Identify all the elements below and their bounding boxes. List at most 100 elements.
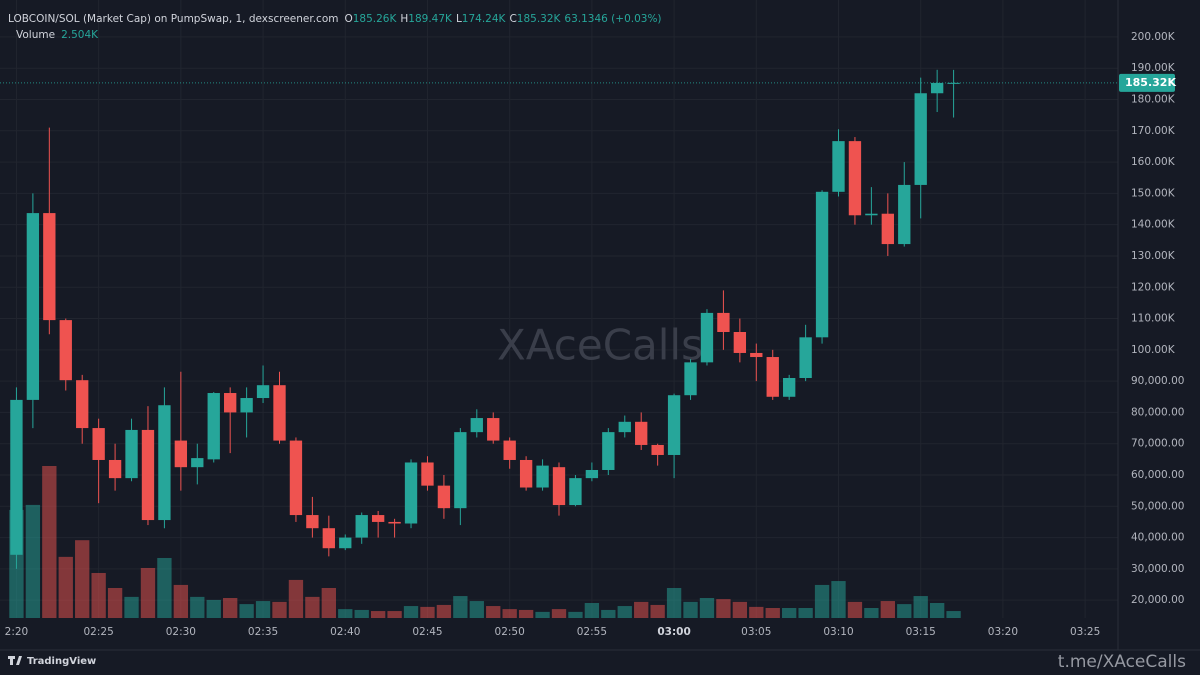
candle-body xyxy=(503,440,516,460)
footer-link: t.me/XAceCalls xyxy=(1058,652,1186,672)
volume-bar xyxy=(387,611,402,618)
legend-ohlc-value: 189.47K xyxy=(408,13,453,25)
legend-symbol: LOBCOIN/SOL (Market Cap) on PumpSwap, 1,… xyxy=(8,13,338,25)
volume-bar xyxy=(354,609,369,618)
legend-volume-value: 2.504K xyxy=(61,29,99,41)
volume-bar xyxy=(798,607,813,618)
candle-body xyxy=(404,462,418,524)
y-tick-label: 130.00K xyxy=(1131,250,1176,262)
volume-bar xyxy=(732,601,748,618)
volume-bar xyxy=(683,601,698,618)
candle-body xyxy=(848,141,862,216)
volume-bar xyxy=(601,609,616,618)
x-tick-label: 03:15 xyxy=(906,626,936,638)
y-tick-label: 120.00K xyxy=(1131,281,1176,293)
x-tick-label: 03:25 xyxy=(1070,626,1100,638)
last-price-label: 185.32K xyxy=(1125,76,1176,89)
candle-body xyxy=(273,385,286,441)
candle-body xyxy=(421,462,434,486)
y-tick-label: 160.00K xyxy=(1131,156,1176,168)
volume-bar xyxy=(91,572,106,618)
candle-body xyxy=(437,485,451,509)
volume-bar xyxy=(288,579,304,618)
candle-body xyxy=(256,385,270,399)
y-tick-label: 180.00K xyxy=(1131,94,1176,106)
volume-bar xyxy=(782,607,797,618)
x-tick-label: 02:50 xyxy=(495,626,525,638)
volume-bar xyxy=(58,556,73,618)
volume-bar xyxy=(847,601,863,618)
volume-bar xyxy=(535,611,550,618)
volume-bar xyxy=(272,601,287,618)
volume-bar xyxy=(831,581,846,618)
candle-body xyxy=(191,458,204,468)
candle-body xyxy=(651,444,664,455)
legend-ohlc-value: 185.26K xyxy=(353,13,398,25)
volume-bar xyxy=(25,504,41,618)
y-tick-label: 200.00K xyxy=(1131,31,1176,43)
candle-body xyxy=(470,418,483,433)
y-tick-label: 140.00K xyxy=(1131,219,1176,231)
candle-body xyxy=(783,377,796,397)
volume-bar xyxy=(124,596,139,618)
volume-bar xyxy=(42,466,57,618)
volume-bar xyxy=(749,606,764,618)
volume-bar xyxy=(436,604,452,618)
volume-bar xyxy=(453,596,468,618)
candle-body xyxy=(454,432,467,509)
candle-body xyxy=(585,469,599,479)
y-tick-label: 190.00K xyxy=(1131,62,1176,74)
volume-bar xyxy=(699,597,715,618)
volume-bar xyxy=(666,587,682,618)
volume-bar xyxy=(223,597,238,618)
x-tick-label: 02:35 xyxy=(248,626,278,638)
volume-bar xyxy=(929,602,945,618)
y-tick-label: 60,000.00 xyxy=(1131,469,1184,481)
candle-body xyxy=(536,465,549,488)
volume-bar xyxy=(551,609,567,618)
candle-body xyxy=(59,320,72,381)
x-tick-label: 03:20 xyxy=(988,626,1018,638)
candle-body xyxy=(322,528,335,549)
volume-bar xyxy=(518,609,534,618)
volume-bar xyxy=(946,611,961,618)
candle-body xyxy=(684,362,697,396)
legend-ohlc-label: H xyxy=(400,13,408,25)
candle-body xyxy=(602,432,615,470)
candle-body xyxy=(865,213,878,216)
volume-bar xyxy=(650,604,665,618)
volume-bar xyxy=(634,601,649,618)
candle-body xyxy=(717,312,730,332)
volume-bar xyxy=(814,584,830,618)
volume-bar xyxy=(305,596,320,618)
legend-change: 63.1346 (+0.03%) xyxy=(564,13,661,25)
candle-body xyxy=(700,312,714,363)
x-tick-label: 02:30 xyxy=(166,626,196,638)
x-tick-label: 03:10 xyxy=(823,626,853,638)
volume-bar xyxy=(765,607,780,618)
volume-bar xyxy=(239,604,254,618)
legend-volume-label: Volume xyxy=(16,29,55,41)
candle-body xyxy=(125,429,138,479)
footer-brand: TradingView xyxy=(27,656,96,667)
candle-body xyxy=(43,213,56,321)
candle-body xyxy=(10,399,23,555)
y-tick-label: 150.00K xyxy=(1131,187,1176,199)
candle-body xyxy=(635,421,648,445)
candle-body xyxy=(569,478,582,506)
volume-bar xyxy=(173,584,189,618)
candle-body xyxy=(339,537,352,549)
x-tick-label: 02:40 xyxy=(330,626,360,638)
axes: 20,000.00 30,000.00 40,000.00 50,000.00 60,0… xyxy=(0,31,1184,638)
volume-bar xyxy=(370,611,386,618)
volume-bar xyxy=(502,609,517,618)
y-tick-label: 170.00K xyxy=(1131,125,1176,137)
legend-ohlc-label: O xyxy=(344,13,352,25)
candles xyxy=(10,69,960,569)
legend-ohlc-label: C xyxy=(509,13,516,25)
volume-bar xyxy=(584,602,600,618)
candle-body xyxy=(881,213,894,245)
candle-body xyxy=(207,393,220,460)
